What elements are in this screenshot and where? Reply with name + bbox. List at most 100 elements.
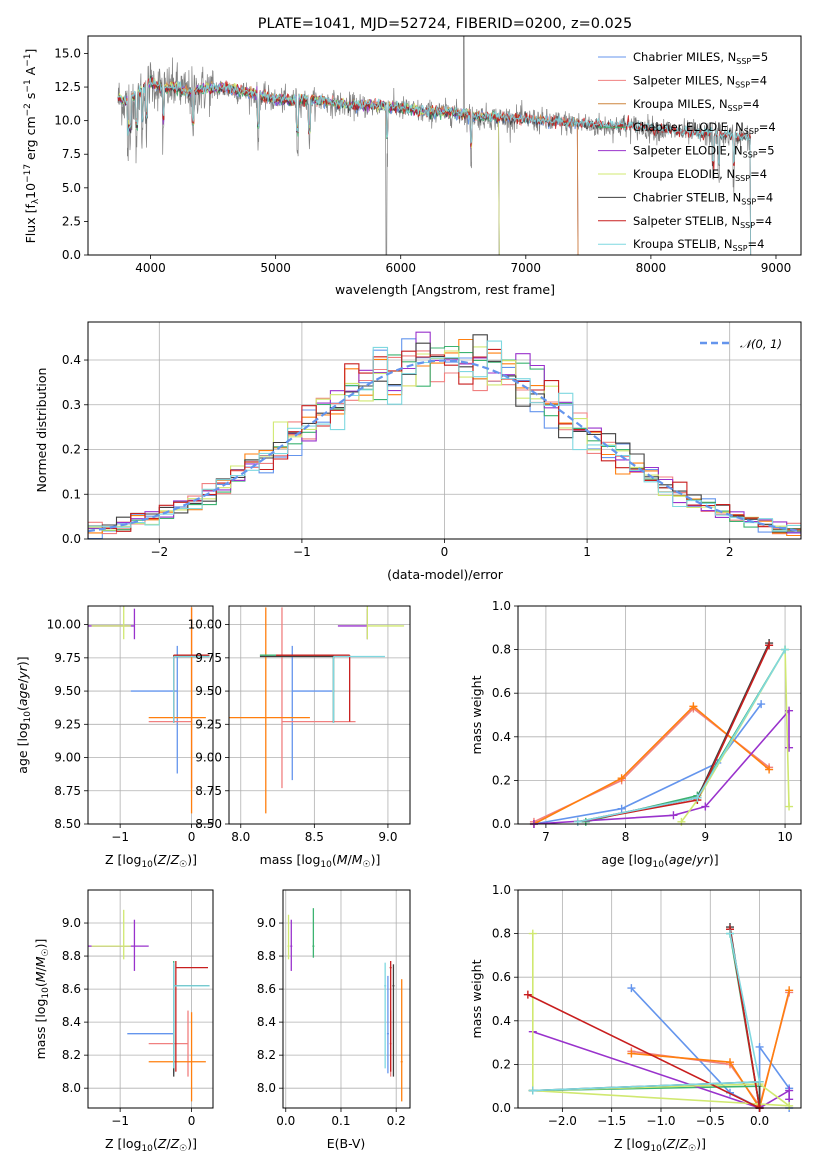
normal-curve-line — [87, 359, 802, 533]
y-tick-label: 0.2 — [492, 773, 511, 787]
y-tick-label: 0.3 — [62, 398, 81, 412]
mass-weight-marker — [693, 793, 702, 802]
mass-weight-marker — [528, 1086, 537, 1095]
mass-z-xlabel: Z [log10(Z/Z☉)] — [105, 1136, 197, 1154]
legend-label-subscript: SSP — [744, 127, 759, 136]
legend-label-subscript: SSP — [728, 104, 743, 113]
weight-age-ylabel: mass weight — [469, 675, 484, 754]
y-tick-label: 8.2 — [62, 1048, 81, 1062]
y-tick-label: 8.75 — [54, 784, 81, 798]
x-tick-label: −1 — [111, 1114, 129, 1128]
y-tick-label: 0.0 — [62, 248, 81, 262]
mass-weight-marker — [765, 765, 774, 774]
mass-weight-marker — [785, 1086, 794, 1095]
mass-z-axes — [87, 889, 214, 1109]
legend-label: Chabrier STELIB, NSSP=4 — [633, 190, 773, 206]
spectrum-ylabel: Flux [fλ10−17 erg cm−2 s−1 A−1] — [23, 49, 41, 244]
y-tick-label: 8.4 — [62, 1015, 81, 1029]
x-tick-label: −1.5 — [597, 1114, 626, 1128]
y-tick-label: 0.0 — [62, 532, 81, 546]
legend-label-subscript: SSP — [736, 57, 751, 66]
mass-weight-marker — [726, 1058, 735, 1067]
x-tick-label: 1 — [583, 545, 591, 559]
y-tick-label: 8.75 — [195, 784, 222, 798]
mass-ebv-xlabel: E(B-V) — [327, 1136, 366, 1151]
legend-label-suffix: =4 — [755, 214, 772, 228]
histogram-ylabel: Normed distribution — [34, 368, 49, 493]
mass-weight-marker — [755, 1077, 764, 1086]
x-tick-label: 2 — [726, 545, 734, 559]
x-tick-label: 8000 — [636, 261, 667, 275]
normal-curve-legend-label: 𝒩(0, 1) — [740, 337, 782, 351]
y-tick-label: 8.8 — [62, 949, 81, 963]
y-tick-label: 8.6 — [257, 982, 276, 996]
y-tick-label: 8.50 — [54, 817, 81, 831]
legend-label: Kroupa STELIB, NSSP=4 — [633, 237, 764, 253]
mass-weight-marker — [617, 804, 626, 813]
x-tick-label: 8.0 — [231, 830, 250, 844]
legend-label: Kroupa ELODIE, NSSP=4 — [633, 167, 767, 183]
age-mass-axes — [228, 605, 411, 825]
mass-weight-marker — [528, 929, 537, 938]
x-tick-label: 7 — [542, 830, 550, 844]
spectrum-xlabel: wavelength [Angstrom, rest frame] — [335, 282, 555, 297]
legend-label-subscript: SSP — [733, 244, 748, 253]
spectrum-title: PLATE=1041, MJD=52724, FIBERID=0200, z=0… — [258, 16, 632, 32]
x-tick-label: −1 — [293, 545, 311, 559]
y-tick-label: 8.4 — [257, 1015, 276, 1029]
histogram-legend: 𝒩(0, 1) — [700, 337, 782, 351]
mass-weight-marker — [765, 641, 774, 650]
y-tick-label: 9.25 — [54, 717, 81, 731]
y-tick-label: 0.4 — [492, 1014, 511, 1028]
legend-label-subscript: SSP — [740, 221, 755, 230]
y-tick-label: 8.6 — [62, 982, 81, 996]
y-tick-label: 8.0 — [62, 1081, 81, 1095]
x-tick-label: −2.0 — [548, 1114, 577, 1128]
y-tick-label: 12.5 — [54, 80, 81, 94]
y-tick-label: 9.25 — [195, 717, 222, 731]
x-tick-label: 7000 — [511, 261, 542, 275]
mass-weight-marker — [785, 986, 794, 995]
x-tick-label: −1.0 — [646, 1114, 675, 1128]
mass-weight-marker — [755, 1042, 764, 1051]
mass-weight-line — [532, 1030, 790, 1109]
mass-weight-marker — [669, 811, 678, 820]
legend-label-suffix: =4 — [756, 190, 773, 204]
x-tick-label: 0 — [441, 545, 449, 559]
mass-vs-extinction-panel: 0.0 0.1 0.2 8.0 8.2 8.4 8.6 8.8 9.0 E(B-V) — [257, 889, 411, 1151]
legend-label-subscript: SSP — [735, 174, 750, 183]
mass-weight-marker — [523, 990, 532, 999]
x-tick-label: 0.2 — [387, 1114, 406, 1128]
age-z-axes — [87, 605, 214, 825]
x-tick-label: −2 — [150, 545, 168, 559]
y-tick-label: 1.0 — [492, 883, 511, 897]
x-tick-label: 9000 — [761, 261, 792, 275]
legend-label: Chabrier ELODIE, NSSP=4 — [633, 120, 776, 136]
age-vs-mass-panel: 8.0 8.5 9.0 8.50 8.75 9.00 9.25 9.50 9.75 10.00 m… — [188, 605, 411, 870]
x-tick-label: 0 — [188, 830, 196, 844]
mass-z-ylabel: mass [log10(M/M☉)] — [33, 939, 51, 1060]
x-tick-label: 9 — [702, 830, 710, 844]
x-tick-label: 4000 — [135, 261, 166, 275]
x-tick-label: 0 — [188, 1114, 196, 1128]
mass-weight-line — [533, 703, 762, 825]
legend-label-suffix: =4 — [750, 167, 767, 181]
y-tick-label: 8.2 — [257, 1048, 276, 1062]
y-tick-label: 7.5 — [62, 147, 81, 161]
x-tick-label: 0.1 — [331, 1114, 350, 1128]
age-z-ylabel: age [log10(age/yr)] — [15, 656, 33, 773]
legend-label-subscript: SSP — [735, 80, 750, 89]
y-tick-label: 9.0 — [62, 916, 81, 930]
x-tick-label: −1 — [111, 830, 129, 844]
y-tick-label: 1.0 — [492, 599, 511, 613]
y-tick-label: 0.0 — [492, 817, 511, 831]
y-tick-label: 9.75 — [54, 651, 81, 665]
histogram-axes — [87, 321, 802, 540]
mass-weight-marker — [785, 743, 794, 752]
histogram-xlabel: (data-model)/error — [387, 567, 504, 582]
mass-weight-marker — [726, 929, 735, 938]
legend-label-subscript: SSP — [741, 197, 756, 206]
age-mass-xlabel: mass [log10(M/M☉)] — [260, 852, 381, 870]
weight-age-xlabel: age [log10(age/yr)] — [601, 852, 718, 870]
mass-weight-marker — [689, 702, 698, 711]
